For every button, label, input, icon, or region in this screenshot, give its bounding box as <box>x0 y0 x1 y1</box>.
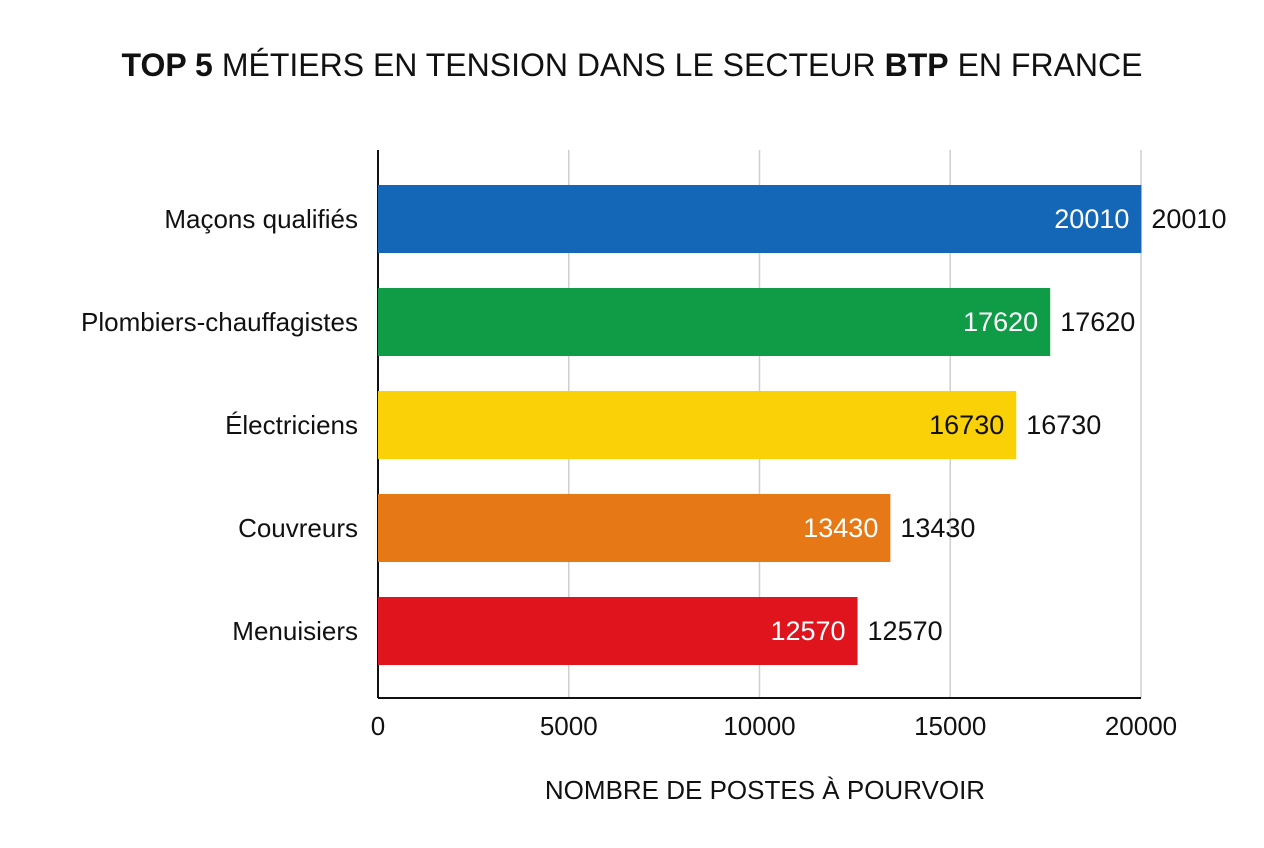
bar-inner-label: 20010 <box>1054 204 1129 234</box>
bar-value-label: 17620 <box>1060 307 1135 337</box>
chart-title: TOP 5 MÉTIERS EN TENSION DANS LE SECTEUR B… <box>122 47 1143 83</box>
bar-inner-label: 12570 <box>770 616 845 646</box>
bar-value-label: 16730 <box>1026 410 1101 440</box>
x-tick-label: 15000 <box>914 711 986 741</box>
y-tick-label: Menuisiers <box>232 616 358 646</box>
bar-value-label: 13430 <box>900 513 975 543</box>
title-part: MÉTIERS EN TENSION DANS LE SECTEUR <box>222 47 876 83</box>
bar <box>378 597 858 665</box>
title-part: BTP <box>885 47 949 83</box>
y-tick-label: Couvreurs <box>238 513 358 543</box>
y-tick-label: Maçons qualifiés <box>164 204 358 234</box>
bar-inner-label: 17620 <box>963 307 1038 337</box>
bar <box>378 185 1142 253</box>
y-tick-label: Plombiers-chauffagistes <box>81 307 358 337</box>
bar <box>378 288 1051 356</box>
bar-value-label: 12570 <box>868 616 943 646</box>
bar-value-label: 20010 <box>1151 204 1226 234</box>
y-tick-label: Électriciens <box>225 410 358 440</box>
x-tick-label: 10000 <box>723 711 795 741</box>
x-tick-label: 20000 <box>1105 711 1177 741</box>
x-axis-label: NOMBRE DE POSTES À POURVOIR <box>545 775 985 805</box>
title-part: EN FRANCE <box>958 47 1143 83</box>
title-part: TOP 5 <box>122 47 213 83</box>
bar-inner-label: 16730 <box>929 410 1004 440</box>
bar <box>378 494 891 562</box>
bar <box>378 391 1017 459</box>
x-tick-label: 0 <box>371 711 385 741</box>
bar-inner-label: 13430 <box>803 513 878 543</box>
x-tick-label: 5000 <box>540 711 598 741</box>
